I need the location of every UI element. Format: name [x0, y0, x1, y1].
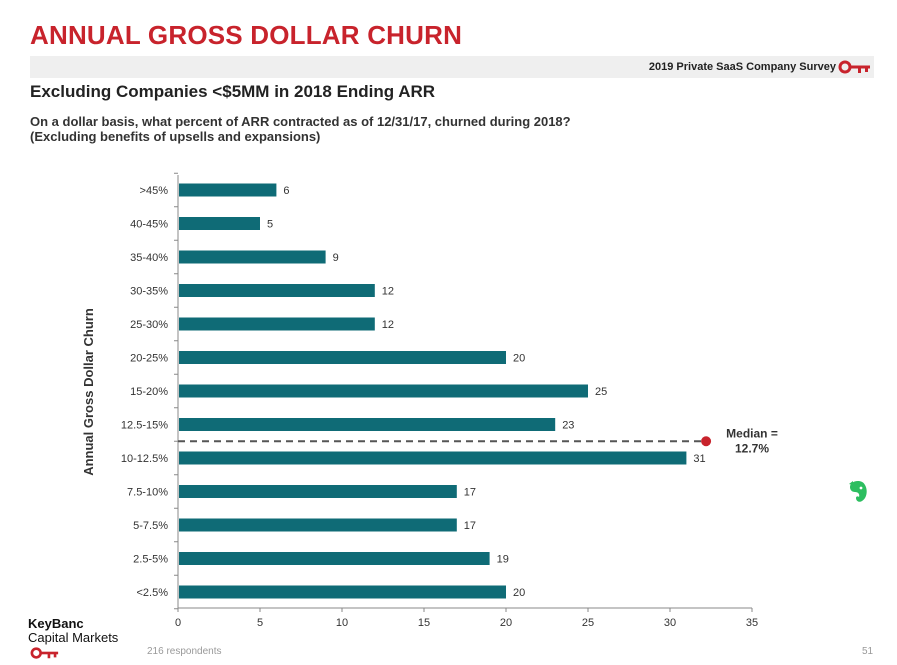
- bar: [179, 317, 375, 331]
- data-label: 31: [693, 453, 705, 465]
- bar: [179, 384, 588, 398]
- bar: [179, 451, 687, 465]
- data-label: 19: [497, 554, 509, 566]
- bar: [179, 217, 260, 230]
- y-axis-title: Annual Gross Dollar Churn: [81, 308, 96, 476]
- page-title: ANNUAL GROSS DOLLAR CHURN: [30, 20, 463, 50]
- keybanc-logo: KeyBanc Capital Markets: [28, 617, 118, 645]
- logo-brand-line2: Capital Markets: [28, 630, 119, 645]
- median-label-line1: Median =: [726, 426, 778, 440]
- key-icon: [30, 646, 60, 665]
- category-label: <2.5%: [137, 587, 169, 599]
- survey-banner: 2019 Private SaaS Company Survey: [30, 56, 874, 78]
- data-label: 12: [382, 319, 394, 331]
- data-label: 6: [283, 185, 289, 197]
- bar: [179, 552, 490, 565]
- data-label: 5: [267, 219, 273, 231]
- key-icon: [838, 59, 872, 80]
- question-line-2: (Excluding benefits of upsells and expan…: [30, 129, 321, 144]
- median-marker: [701, 436, 712, 447]
- data-label: 20: [513, 353, 525, 365]
- bar: [179, 518, 457, 532]
- bar: [179, 250, 326, 264]
- category-label: >45%: [140, 185, 169, 197]
- bar: [179, 284, 375, 297]
- category-label: 12.5-15%: [121, 420, 168, 432]
- x-tick-label: 15: [418, 617, 430, 629]
- x-tick-label: 5: [257, 617, 263, 629]
- data-label: 9: [333, 252, 339, 264]
- respondent-count: 216 respondents: [147, 646, 222, 657]
- page-subtitle: Excluding Companies <$5MM in 2018 Ending…: [30, 82, 436, 101]
- category-label: 2.5-5%: [133, 554, 168, 566]
- category-label: 7.5-10%: [127, 487, 168, 499]
- bar: [179, 485, 457, 498]
- data-label: 17: [464, 487, 476, 499]
- x-tick-label: 35: [746, 617, 758, 629]
- bar: [179, 183, 277, 197]
- x-tick-label: 0: [175, 617, 181, 629]
- bar: [179, 585, 506, 599]
- category-label: 30-35%: [130, 286, 168, 298]
- page-number: 51: [862, 646, 874, 657]
- median-label-line2: 12.7%: [735, 441, 769, 455]
- category-label: 25-30%: [130, 319, 168, 331]
- question-line-1: On a dollar basis, what percent of ARR c…: [30, 114, 571, 129]
- survey-question: On a dollar basis, what percent of ARR c…: [30, 114, 730, 144]
- logo-brand-line1: KeyBanc: [28, 616, 84, 631]
- x-tick-label: 20: [500, 617, 512, 629]
- survey-label: 2019 Private SaaS Company Survey: [648, 61, 836, 73]
- x-tick-label: 30: [664, 617, 676, 629]
- category-label: 10-12.5%: [121, 453, 168, 465]
- category-label: 20-25%: [130, 353, 168, 365]
- data-label: 17: [464, 520, 476, 532]
- data-label: 12: [382, 286, 394, 298]
- data-label: 25: [595, 386, 607, 398]
- data-label: 20: [513, 587, 525, 599]
- category-label: 5-7.5%: [133, 520, 168, 532]
- evernote-elephant-icon[interactable]: [847, 479, 869, 508]
- x-tick-label: 25: [582, 617, 594, 629]
- bar: [179, 351, 506, 364]
- bar: [179, 418, 556, 431]
- data-label: 23: [562, 420, 574, 432]
- category-label: 15-20%: [130, 386, 168, 398]
- category-label: 35-40%: [130, 252, 168, 264]
- x-tick-label: 10: [336, 617, 348, 629]
- category-label: 40-45%: [130, 219, 168, 231]
